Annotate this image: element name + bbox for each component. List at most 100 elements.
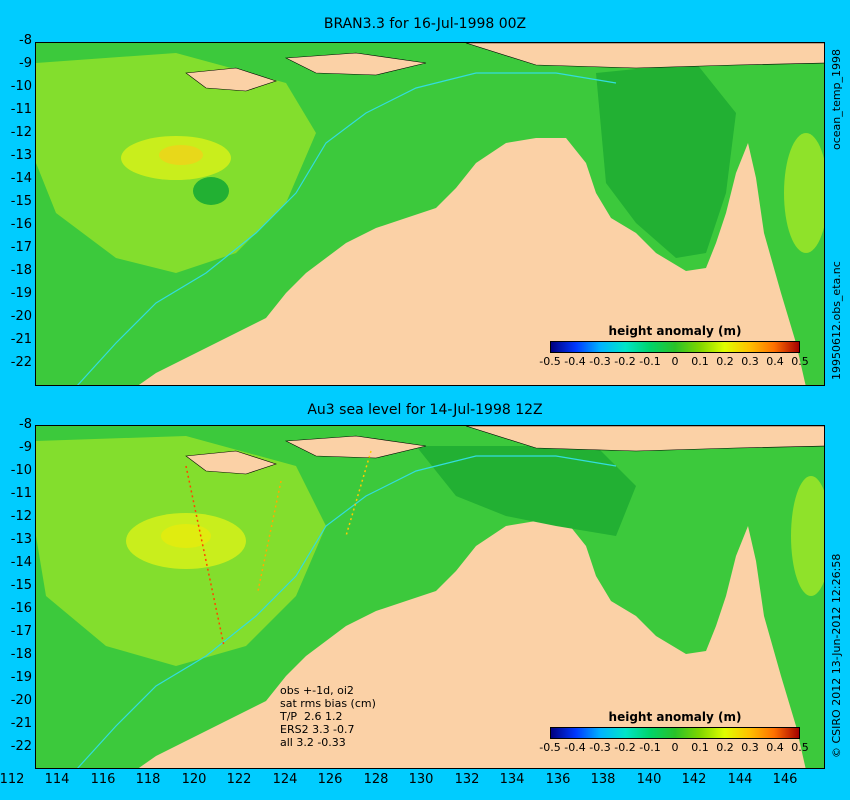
legend-tick: -0.5: [539, 355, 561, 368]
legend-tick: -0.5: [539, 741, 561, 754]
bottom-legend: height anomaly (m) -0.5 -0.4 -0.3 -0.2 -…: [539, 710, 808, 755]
top-legend: height anomaly (m) -0.5 -0.4 -0.3 -0.2 -…: [539, 324, 808, 369]
y-tick: -12: [10, 509, 32, 524]
y-tick: -21: [10, 332, 32, 347]
y-tick: -12: [10, 125, 32, 140]
legend-tick: -0.2: [614, 355, 636, 368]
y-tick: -19: [10, 670, 32, 685]
stats-line: obs +-1d, oi2: [280, 684, 354, 697]
x-tick: 126: [317, 772, 343, 787]
x-tick: 134: [499, 772, 525, 787]
y-tick: -18: [10, 263, 32, 278]
legend-tick: 0: [671, 355, 679, 368]
sea-dark-gulf: [416, 446, 636, 536]
stats-block: obs +-1d, oi2 sat rms bias (cm) T/P 2.6 …: [280, 684, 376, 749]
legend-tick: 0.2: [716, 741, 734, 754]
y-tick: -10: [10, 463, 32, 478]
y-tick: -10: [10, 79, 32, 94]
timor-island: [185, 450, 277, 475]
y-tick: -11: [10, 102, 32, 117]
bottom-panel-title: Au3 sea level for 14-Jul-1998 12Z: [307, 402, 543, 418]
sea-dark-gulf: [596, 63, 736, 258]
x-tick: 144: [727, 772, 753, 787]
satellite-track: [185, 465, 225, 647]
y-tick: -15: [10, 578, 32, 593]
legend-ticks: -0.5 -0.4 -0.3 -0.2 -0.1 0 0.1 0.2 0.3 0…: [539, 355, 808, 369]
legend-colorbar: [550, 341, 800, 353]
legend-colorbar: [550, 727, 800, 739]
y-tick: -8: [19, 417, 32, 432]
top-map-panel: [35, 42, 825, 386]
legend-tick: -0.1: [639, 741, 661, 754]
x-tick: 138: [590, 772, 616, 787]
legend-tick: 0.3: [741, 355, 759, 368]
y-tick: -20: [10, 693, 32, 708]
top-side-label-1: ocean_temp_1998: [830, 48, 843, 150]
y-tick: -22: [10, 355, 32, 370]
y-tick: -8: [19, 33, 32, 48]
x-tick: 130: [408, 772, 434, 787]
y-tick: -13: [10, 532, 32, 547]
legend-tick: -0.3: [589, 741, 611, 754]
new-guinea-coast: [465, 43, 824, 69]
x-tick: 116: [90, 772, 116, 787]
x-tick: 112: [0, 772, 25, 787]
legend-tick: 0.1: [691, 741, 709, 754]
legend-tick: 0.4: [766, 741, 784, 754]
legend-tick: 0.1: [691, 355, 709, 368]
top-side-label-2: 19950612.obs_eta.nc: [830, 261, 843, 380]
y-tick: -21: [10, 716, 32, 731]
new-guinea-coast: [465, 426, 824, 452]
shelf-contour: [77, 72, 617, 385]
bottom-map-panel: [35, 425, 825, 769]
y-tick: -20: [10, 309, 32, 324]
top-map-svg: [36, 43, 824, 385]
y-tick: -19: [10, 286, 32, 301]
sea-yellow-core: [161, 524, 211, 548]
legend-title: height anomaly (m): [608, 324, 742, 338]
stats-line: sat rms bias (cm): [280, 697, 376, 710]
y-tick: -15: [10, 194, 32, 209]
y-tick: -9: [19, 56, 32, 71]
legend-tick: -0.1: [639, 355, 661, 368]
timor-island: [185, 67, 277, 92]
x-tick: 128: [363, 772, 389, 787]
shelf-contour: [77, 455, 617, 768]
legend-tick: 0.2: [716, 355, 734, 368]
sea-dark-eddy: [193, 177, 229, 205]
y-tick: -9: [19, 440, 32, 455]
x-tick: 146: [772, 772, 798, 787]
stats-line: T/P 2.6 1.2: [280, 710, 343, 723]
y-tick: -17: [10, 240, 32, 255]
legend-tick: -0.3: [589, 355, 611, 368]
x-tick: 140: [636, 772, 662, 787]
legend-tick: 0.5: [791, 355, 809, 368]
legend-ticks: -0.5 -0.4 -0.3 -0.2 -0.1 0 0.1 0.2 0.3 0…: [539, 741, 808, 755]
stats-line: ERS2 3.3 -0.7: [280, 723, 355, 736]
bottom-side-label: © CSIRO 2012 13-Jun-2012 12:26:58: [830, 553, 843, 758]
legend-title: height anomaly (m): [608, 710, 742, 724]
north-islands: [284, 52, 427, 76]
sea-yellow-core: [159, 145, 203, 165]
x-tick: 122: [226, 772, 252, 787]
x-tick: 142: [681, 772, 707, 787]
y-tick: -17: [10, 624, 32, 639]
y-tick: -11: [10, 486, 32, 501]
y-tick: -16: [10, 217, 32, 232]
top-panel-title: BRAN3.3 for 16-Jul-1998 00Z: [323, 16, 527, 32]
y-tick: -14: [10, 555, 32, 570]
y-tick: -18: [10, 647, 32, 662]
x-tick: 118: [135, 772, 161, 787]
sea-light-east: [784, 133, 824, 253]
legend-tick: 0.5: [791, 741, 809, 754]
legend-tick: -0.2: [614, 741, 636, 754]
bottom-map-svg: [36, 426, 824, 768]
legend-tick: -0.4: [564, 741, 586, 754]
y-tick: -14: [10, 171, 32, 186]
legend-tick: 0: [671, 741, 679, 754]
legend-tick: -0.4: [564, 355, 586, 368]
sea-light-east: [791, 476, 824, 596]
x-tick: 136: [545, 772, 571, 787]
north-islands: [284, 435, 427, 459]
legend-tick: 0.4: [766, 355, 784, 368]
